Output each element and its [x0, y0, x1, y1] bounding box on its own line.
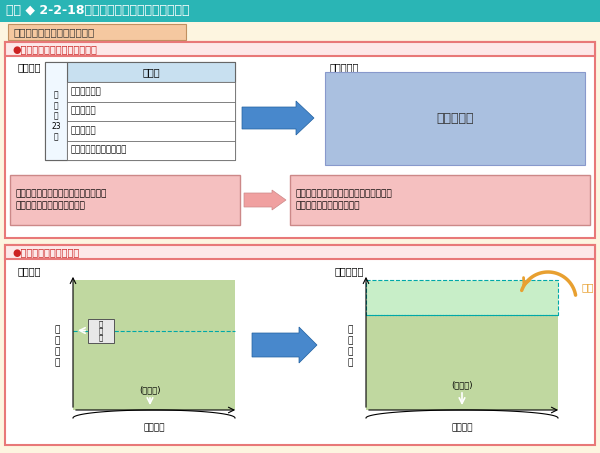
- Bar: [290, 175, 590, 225]
- Bar: [67, 101, 235, 121]
- Text: 図表 ◆ 2-2-18　総額裁量制導入に伴う改善点: 図表 ◆ 2-2-18 総額裁量制導入に伴う改善点: [6, 5, 190, 18]
- Text: 教職員数: 教職員数: [143, 424, 165, 433]
- FancyArrow shape: [242, 101, 314, 135]
- Text: 諸
手
当
23
種: 諸 手 当 23 種: [51, 91, 61, 141]
- Text: 国
準
拠: 国 準 拠: [99, 320, 103, 341]
- Text: ●教職員数を自由に決定: ●教職員数を自由に決定: [12, 247, 79, 257]
- Text: 教職員数: 教職員数: [451, 424, 473, 433]
- Bar: [366, 315, 558, 410]
- Text: 給料・諸手当の費目ごとに国の水準を
超える額は国庫負担の対象外: 給料・諸手当の費目ごとに国の水準を 超える額は国庫負担の対象外: [15, 189, 106, 211]
- Bar: [5, 42, 595, 238]
- Bar: [366, 280, 558, 315]
- Bar: [8, 24, 186, 40]
- Text: 給
与
水
準: 給 与 水 準: [55, 325, 59, 367]
- Bar: [67, 62, 235, 82]
- Text: 期末勤勉手当: 期末勤勉手当: [71, 87, 102, 96]
- Text: 【従来】: 【従来】: [18, 266, 41, 276]
- Text: ●給与の種類・額を自由に決定: ●給与の種類・額を自由に決定: [12, 44, 97, 54]
- Text: 費目ごとの国庫負担限度額がなくなり，
総額の中で自由に使用可能: 費目ごとの国庫負担限度額がなくなり， 総額の中で自由に使用可能: [295, 189, 392, 211]
- Bar: [0, 0, 600, 22]
- Bar: [67, 121, 235, 140]
- FancyArrow shape: [244, 190, 286, 210]
- Bar: [5, 42, 595, 56]
- Bar: [325, 72, 585, 165]
- Text: 住居手当・通勤手当　等: 住居手当・通勤手当 等: [71, 146, 127, 155]
- Bar: [67, 140, 235, 160]
- Bar: [5, 245, 595, 259]
- Bar: [67, 82, 235, 101]
- Text: 管理職手当: 管理職手当: [71, 126, 97, 135]
- Bar: [45, 62, 67, 160]
- Text: (標準法): (標準法): [451, 381, 473, 390]
- Bar: [73, 280, 235, 410]
- Text: 活用: 活用: [582, 282, 594, 292]
- Text: 総額裁量制: 総額裁量制: [436, 111, 474, 125]
- Bar: [88, 318, 114, 342]
- Text: 【従来】: 【従来】: [18, 62, 41, 72]
- Bar: [5, 245, 595, 445]
- Text: 【改革後】: 【改革後】: [330, 62, 359, 72]
- FancyArrow shape: [252, 327, 317, 363]
- Text: 教職調整額: 教職調整額: [71, 107, 97, 116]
- Text: 給　料: 給 料: [142, 67, 160, 77]
- Text: (標準法): (標準法): [139, 386, 161, 395]
- Bar: [10, 175, 240, 225]
- Bar: [45, 62, 235, 160]
- Text: 【改革後】: 【改革後】: [335, 266, 364, 276]
- Text: 給
与
水
準: 給 与 水 準: [347, 325, 353, 367]
- Text: 給与水準と教職員数の弾力化: 給与水準と教職員数の弾力化: [13, 27, 94, 37]
